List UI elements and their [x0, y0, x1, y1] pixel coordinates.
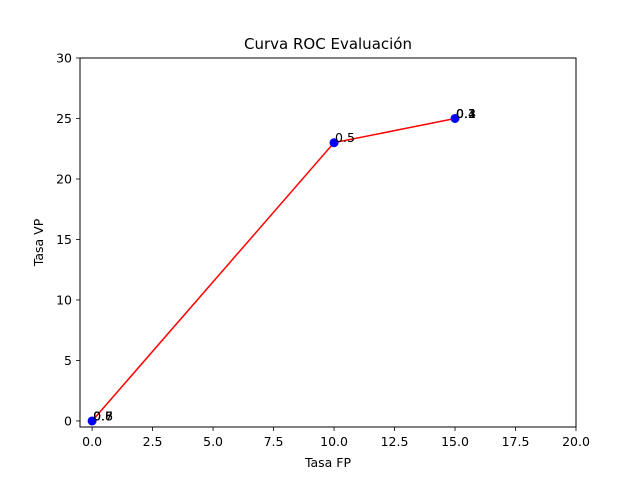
y-tick-label: 25: [56, 111, 72, 126]
threshold-label: 0.3: [456, 106, 476, 121]
roc-point-marker: [87, 416, 97, 426]
threshold-label: 0.2: [456, 106, 476, 121]
y-tick-label: 5: [64, 353, 72, 368]
roc-point-marker: [450, 113, 460, 123]
x-tick-label: 15.0: [441, 434, 469, 449]
y-tick-label: 0: [64, 413, 72, 428]
x-tick-label: 0.0: [82, 434, 102, 449]
y-axis-label: Tasa VP: [31, 218, 46, 267]
y-axis-ticks: 0 5 10 15 20 25 30: [56, 51, 80, 428]
x-axis-ticks: 0.0 2.5 5.0 7.5 10.0 12.5 15.0 17.5 20.0: [82, 427, 590, 449]
threshold-label: 0.6: [93, 408, 113, 423]
y-tick-label: 15: [56, 232, 72, 247]
x-tick-label: 2.5: [143, 434, 163, 449]
x-tick-label: 10.0: [320, 434, 348, 449]
x-axis-label: Tasa FP: [304, 455, 352, 470]
y-tick-label: 10: [56, 292, 72, 307]
threshold-label: 0.5: [335, 130, 355, 145]
plot-frame: [79, 57, 577, 428]
roc-point-marker: [329, 138, 339, 148]
threshold-label: 0.7: [93, 408, 113, 423]
threshold-label: 0.1: [456, 106, 476, 121]
x-tick-label: 17.5: [502, 434, 530, 449]
plot-content: 0.60.70.8 0.5 0.10.20.30.4: [87, 106, 476, 426]
x-tick-label: 5.0: [203, 434, 223, 449]
threshold-label: 0.4: [456, 106, 476, 121]
x-tick-label: 12.5: [381, 434, 409, 449]
y-tick-label: 20: [56, 171, 72, 186]
y-tick-label: 30: [56, 51, 72, 66]
x-tick-label: 20.0: [562, 434, 590, 449]
chart-title: Curva ROC Evaluación: [244, 35, 412, 53]
threshold-label: 0.8: [93, 408, 113, 423]
x-tick-label: 7.5: [264, 434, 284, 449]
